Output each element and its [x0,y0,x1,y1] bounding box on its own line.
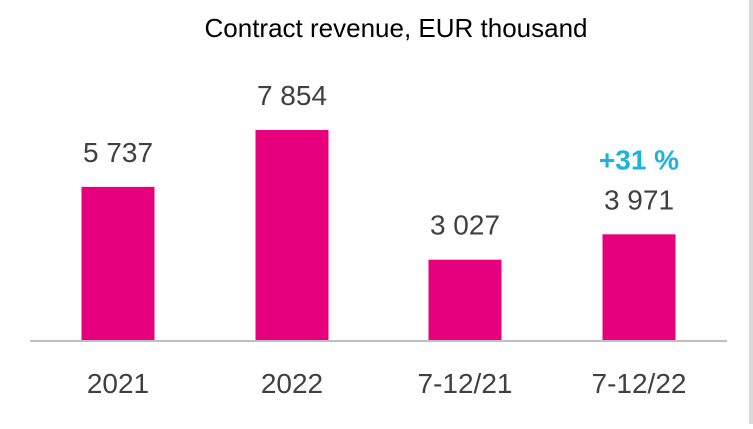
value-labels-group: 5 737 7 854 3 027 3 971 [83,80,674,241]
chart-title: Contract revenue, EUR thousand [205,13,588,43]
bar-7-12/22 [602,234,676,341]
value-label-7-12/22: 3 971 [604,184,674,215]
frame-edge [749,0,753,424]
x-tick-label-2022: 2022 [261,368,323,399]
value-label-2021: 5 737 [83,137,153,168]
x-tick-labels-group: 2021 2022 7-12/21 7-12/22 [87,368,687,399]
bar-2022 [255,130,329,341]
x-tick-label-2021: 2021 [87,368,149,399]
bar-7-12/21 [428,259,502,341]
bars-group [81,130,676,341]
x-tick-label-7-12/21: 7-12/21 [418,368,513,399]
growth-annotation: +31 % [599,144,679,175]
value-label-2022: 7 854 [257,80,327,111]
x-tick-label-7-12/22: 7-12/22 [592,368,687,399]
value-label-7-12/21: 3 027 [430,210,500,241]
bar-2021 [81,186,155,341]
